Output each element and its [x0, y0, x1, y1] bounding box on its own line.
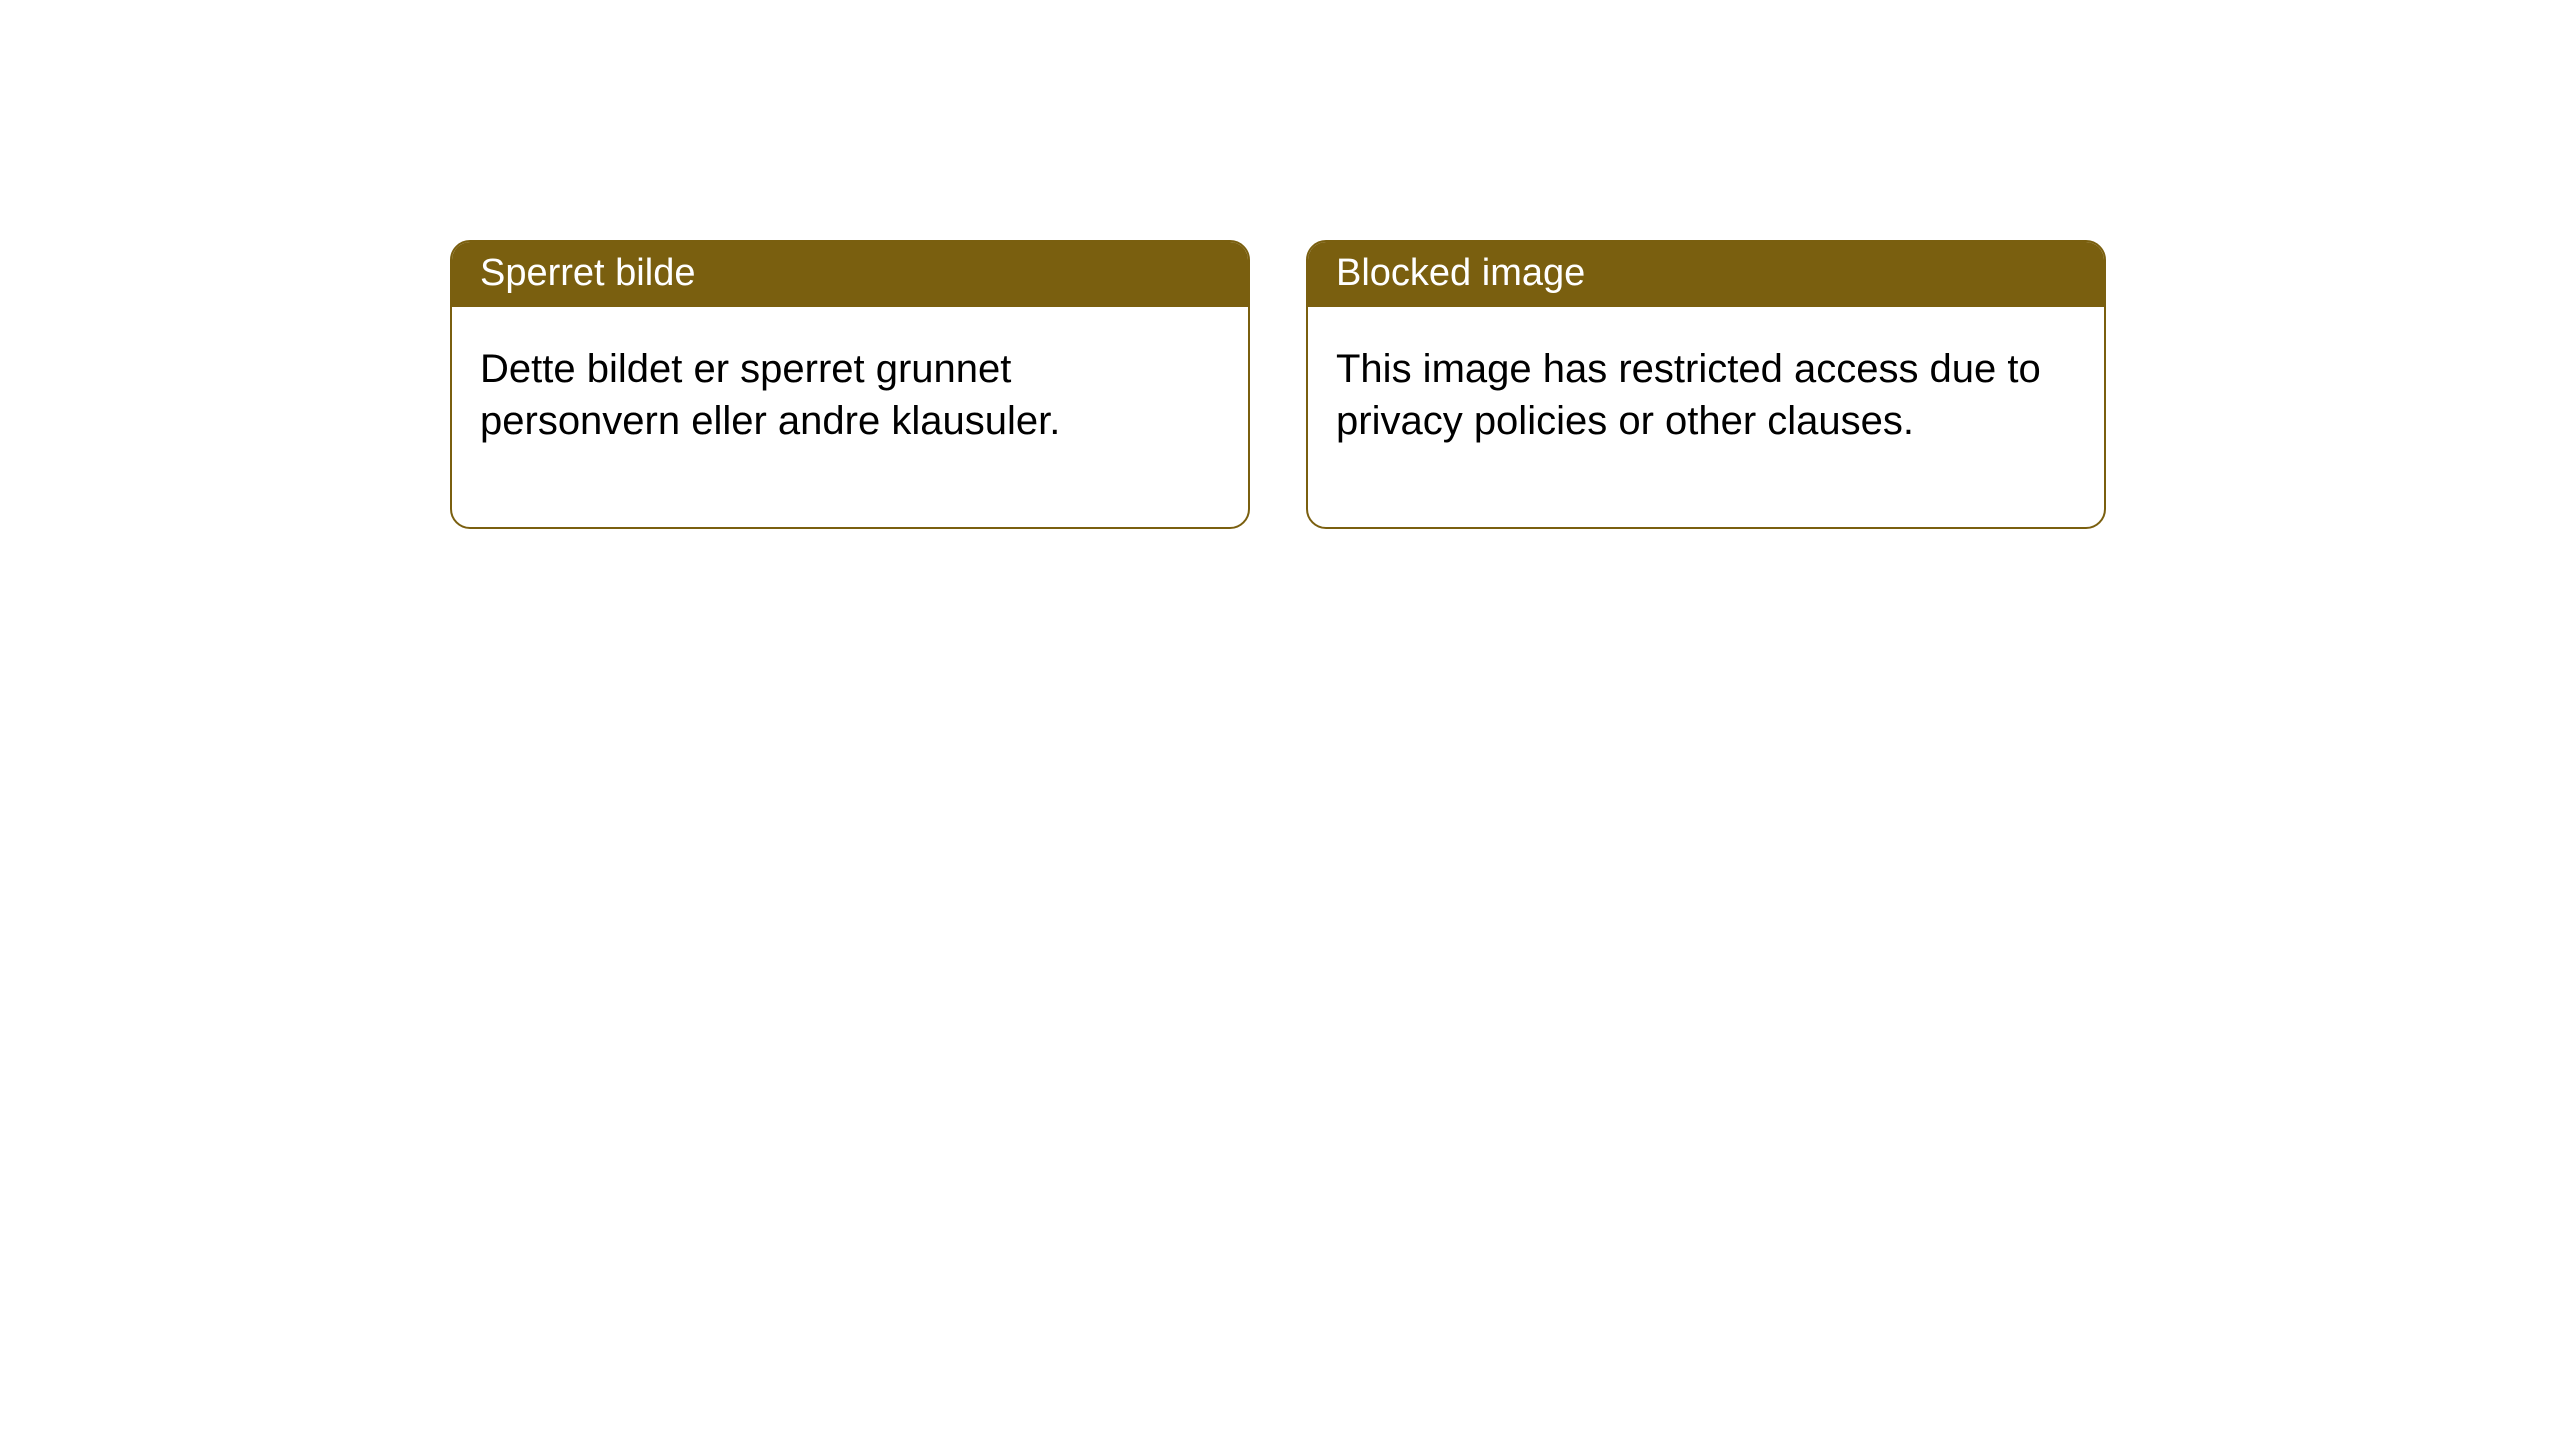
card-message-en: This image has restricted access due to … — [1336, 347, 2041, 443]
card-body-en: This image has restricted access due to … — [1308, 307, 2104, 527]
card-header-no: Sperret bilde — [452, 242, 1248, 307]
card-title-no: Sperret bilde — [480, 252, 695, 294]
blocked-image-card-no: Sperret bilde Dette bildet er sperret gr… — [450, 240, 1250, 529]
cards-container: Sperret bilde Dette bildet er sperret gr… — [0, 0, 2560, 529]
card-message-no: Dette bildet er sperret grunnet personve… — [480, 347, 1060, 443]
card-title-en: Blocked image — [1336, 252, 1585, 294]
card-header-en: Blocked image — [1308, 242, 2104, 307]
card-body-no: Dette bildet er sperret grunnet personve… — [452, 307, 1248, 527]
blocked-image-card-en: Blocked image This image has restricted … — [1306, 240, 2106, 529]
